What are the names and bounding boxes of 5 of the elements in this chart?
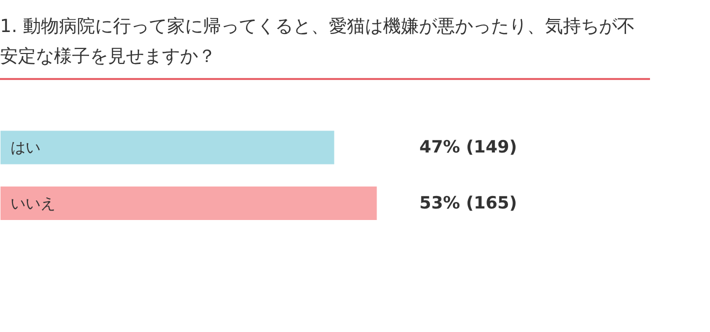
data-label: 53% (165) — [419, 193, 518, 214]
chart-title: 1. 動物病院に行って家に帰ってくると、愛猫は機嫌が悪かったり、気持ちが不安定な様子を見せますか？ — [0, 15, 636, 69]
data-label: 47% (149) — [419, 137, 518, 158]
y-tick-label: はい — [10, 138, 40, 156]
y-tick-label: いいえ — [10, 194, 56, 212]
